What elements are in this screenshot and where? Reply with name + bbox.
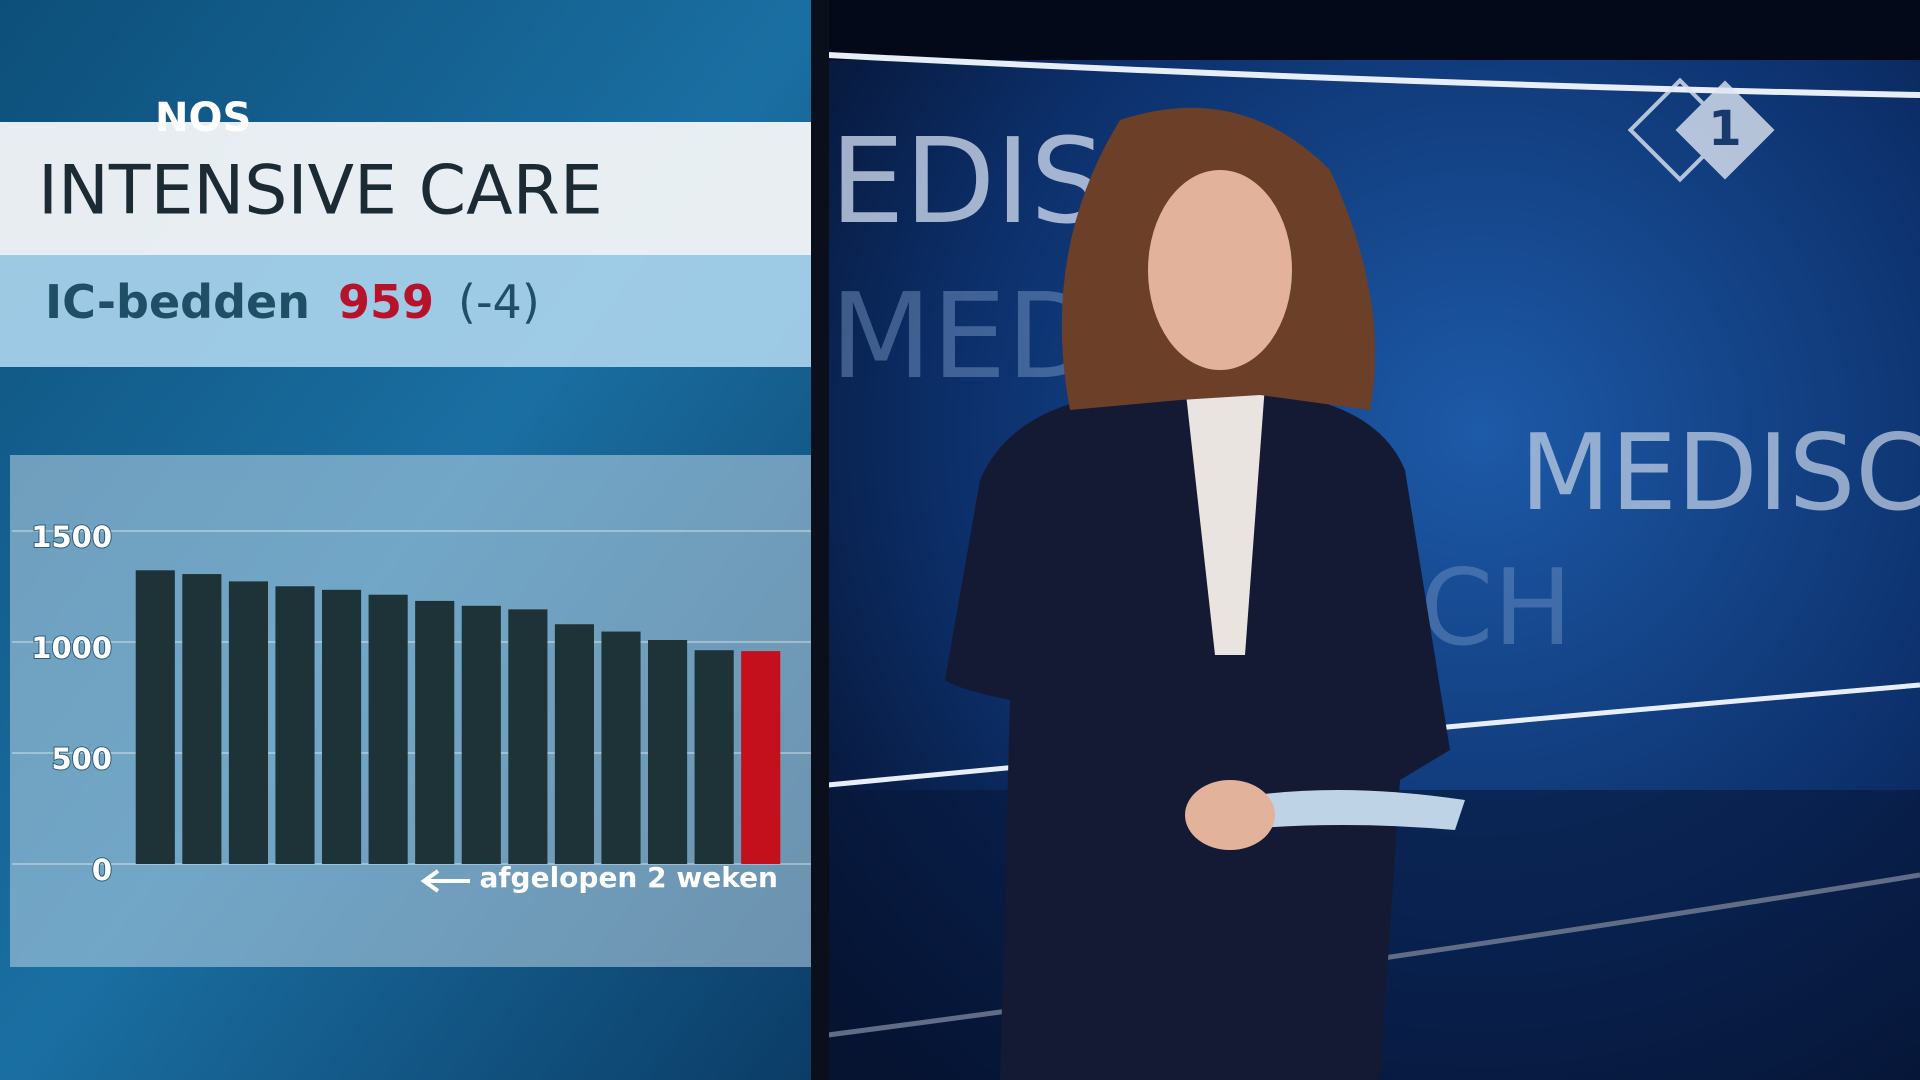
subtitle-value: 959 (338, 275, 434, 329)
hand (1185, 780, 1275, 850)
bar (182, 574, 222, 864)
chart-subtitle: IC-bedden 959 (-4) (45, 275, 540, 329)
background-text: CH (1420, 547, 1572, 669)
title-band (0, 122, 811, 255)
bar (648, 640, 688, 864)
y-tick-label: 500 (51, 742, 112, 776)
screen-bezel (811, 0, 829, 1080)
bar (135, 570, 175, 864)
bar (368, 594, 408, 864)
annotation-arrow-head (420, 869, 440, 893)
channel-number: 1 (1708, 101, 1741, 157)
bar (322, 589, 362, 864)
nos-logo: NOS (155, 95, 251, 141)
chart-title: INTENSIVE CARE (38, 152, 603, 231)
y-tick-label: 1000 (31, 631, 112, 665)
y-tick-label: 0 (92, 853, 112, 887)
presenter (945, 107, 1465, 1080)
bar (508, 609, 548, 864)
subtitle-label: IC-bedden (45, 275, 310, 329)
bar (228, 581, 268, 864)
bar (461, 605, 501, 864)
subtitle-change: (-4) (458, 275, 540, 329)
plot: 0 500 1000 1500 (12, 519, 811, 888)
blouse (1185, 385, 1265, 655)
bar (601, 631, 641, 864)
bar (741, 651, 781, 864)
background-text: MED (830, 267, 1097, 405)
bar (694, 650, 734, 864)
y-tick-label: 1500 (31, 520, 112, 554)
light-strip (827, 52, 1920, 98)
bar (275, 586, 315, 864)
background-text: MEDISC (1520, 412, 1920, 534)
bar (415, 600, 455, 864)
studio-ceiling (820, 0, 1920, 60)
jacket (945, 395, 1450, 1080)
papers (1225, 790, 1465, 830)
bar (554, 624, 594, 864)
face (1148, 170, 1292, 370)
subtitle-band (0, 255, 811, 367)
annotation: afgelopen 2 weken (479, 861, 778, 894)
